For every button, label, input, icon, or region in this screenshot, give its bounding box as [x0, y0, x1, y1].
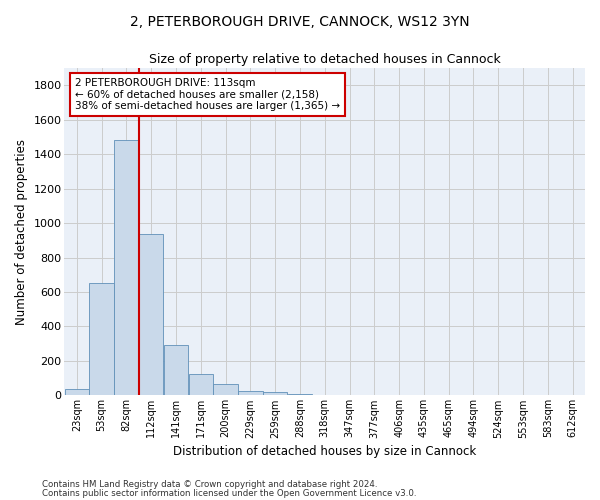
Bar [188, 374, 213, 396]
Bar [114, 140, 139, 396]
Text: Contains HM Land Registry data © Crown copyright and database right 2024.: Contains HM Land Registry data © Crown c… [42, 480, 377, 489]
Text: 2, PETERBOROUGH DRIVE, CANNOCK, WS12 3YN: 2, PETERBOROUGH DRIVE, CANNOCK, WS12 3YN [130, 15, 470, 29]
Y-axis label: Number of detached properties: Number of detached properties [15, 138, 28, 324]
Bar [65, 388, 89, 396]
Title: Size of property relative to detached houses in Cannock: Size of property relative to detached ho… [149, 52, 500, 66]
Bar [89, 284, 114, 396]
Bar [288, 394, 312, 396]
Bar [214, 384, 238, 396]
Bar [337, 395, 362, 396]
Bar [238, 391, 263, 396]
Bar [139, 234, 163, 396]
X-axis label: Distribution of detached houses by size in Cannock: Distribution of detached houses by size … [173, 444, 476, 458]
Bar [263, 392, 287, 396]
Text: Contains public sector information licensed under the Open Government Licence v3: Contains public sector information licen… [42, 488, 416, 498]
Bar [164, 346, 188, 396]
Bar [313, 394, 337, 396]
Text: 2 PETERBOROUGH DRIVE: 113sqm
← 60% of detached houses are smaller (2,158)
38% of: 2 PETERBOROUGH DRIVE: 113sqm ← 60% of de… [75, 78, 340, 111]
